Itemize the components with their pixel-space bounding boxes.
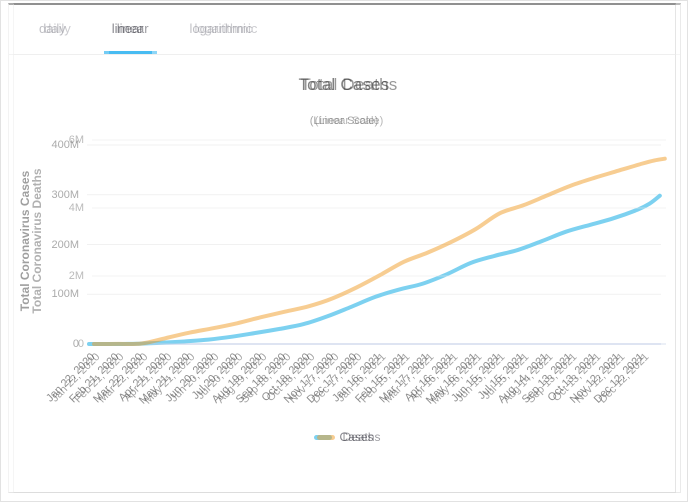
y-tick-label: 6M	[68, 134, 84, 146]
legend-marker-icon	[317, 434, 336, 440]
legend-label: Deaths	[342, 430, 381, 444]
series-line-deaths	[92, 156, 667, 347]
tab-logarithmic[interactable]: logarithmic	[189, 20, 253, 36]
y-tick-label: 0	[77, 338, 84, 350]
series-line-cases	[87, 193, 662, 346]
legend-item-deaths[interactable]: Deaths	[6, 430, 687, 444]
y-tick-label: 100M	[51, 288, 79, 301]
tab-daily[interactable]: daily	[44, 20, 71, 36]
chart-subtitle: (Linear Scale)	[309, 115, 379, 127]
chart-widget-frame: daily linear logarithmic	[13, 3, 681, 493]
y-tick-label: 0	[72, 338, 79, 350]
legend-label: Cases	[339, 430, 374, 444]
line-plot	[92, 139, 667, 347]
chart-title: Total Cases	[298, 75, 390, 94]
tab-linear[interactable]: linear	[108, 5, 157, 54]
chart-subtitle: (Linear Scale)	[314, 115, 384, 127]
tab-daily[interactable]: daily	[39, 20, 66, 36]
y-tick-label: 300M	[51, 188, 79, 201]
y-tick-label: 4M	[68, 202, 84, 214]
tab-logarithmic[interactable]: logarithmic	[194, 20, 258, 36]
y-tick-label: 200M	[51, 238, 79, 251]
chart-title: Total Deaths	[300, 75, 398, 94]
graph-scale-tabs: daily linear logarithmic	[14, 5, 680, 55]
y-tick-label: 2M	[68, 270, 84, 282]
chart-layer-deaths: daily linear logarithmic Total Deaths (L…	[6, 1, 687, 501]
y-tick-label: 400M	[51, 139, 79, 151]
